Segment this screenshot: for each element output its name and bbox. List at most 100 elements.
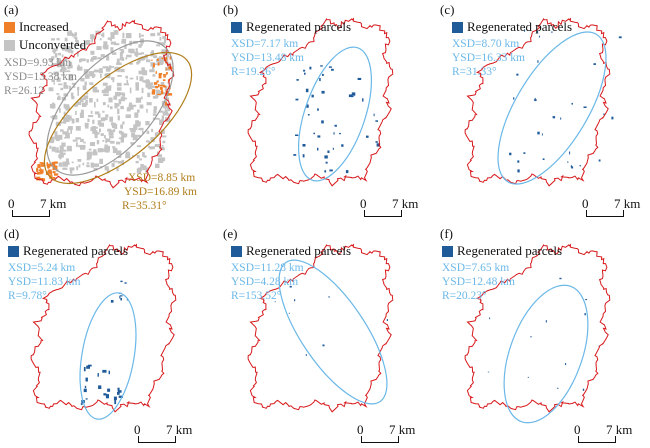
parcel (164, 86, 167, 88)
parcel (138, 44, 142, 48)
parcel (80, 138, 84, 143)
parcel (103, 393, 107, 396)
parcel (93, 69, 100, 73)
parcel (146, 130, 150, 134)
parcel (136, 155, 140, 159)
parcel (116, 58, 120, 64)
parcel (75, 39, 79, 46)
parcel (66, 118, 70, 122)
parcel (74, 32, 77, 35)
parcel (324, 170, 327, 173)
sde-ellipse-increased (43, 51, 193, 185)
parcel (162, 111, 169, 116)
parcel (321, 90, 325, 94)
scale-zero: 0 (357, 422, 364, 437)
parcel (351, 95, 354, 98)
parcel (296, 79, 299, 81)
parcel (320, 65, 323, 67)
parcel (313, 132, 315, 135)
stat-ysd: YSD=16.33 km (452, 52, 525, 64)
parcel (571, 166, 574, 169)
parcel (163, 37, 167, 43)
parcel (40, 164, 45, 167)
parcel (116, 103, 120, 107)
parcel (134, 51, 139, 56)
parcel (141, 96, 143, 100)
parcel (58, 162, 63, 167)
parcel (162, 140, 166, 144)
parcel (77, 86, 80, 91)
parcel (64, 104, 70, 109)
parcel (113, 42, 116, 45)
parcel (153, 106, 157, 110)
parcel (82, 85, 87, 90)
parcel (341, 144, 344, 147)
parcel (593, 63, 596, 65)
parcel (137, 145, 141, 148)
parcel (302, 154, 305, 158)
map-a (28, 19, 193, 189)
regenerated-swatch (452, 21, 463, 33)
parcel (94, 101, 96, 108)
parcel (120, 136, 124, 140)
parcel (322, 73, 324, 76)
parcel (37, 164, 39, 168)
unconverted-parcels (48, 30, 172, 174)
parcel (146, 102, 152, 106)
parcel (121, 58, 125, 61)
parcel (162, 84, 166, 88)
parcel (329, 169, 333, 172)
parcel (82, 162, 85, 166)
parcel (156, 132, 161, 134)
parcel (109, 66, 114, 68)
parcel (84, 81, 87, 86)
parcel (125, 33, 132, 39)
parcel (86, 158, 90, 161)
parcel (36, 167, 39, 172)
parcel (61, 152, 66, 155)
stat-xsd: XSD=7.65 km (442, 262, 510, 274)
parcel (72, 139, 78, 142)
map-f (464, 243, 611, 424)
panel-f: (f) Regenerated parcels XSD=7.65 km YSD=… (434, 224, 650, 448)
parcel (52, 102, 55, 108)
parcel (56, 63, 63, 68)
parcel (115, 92, 121, 97)
panel-label: (d) (4, 226, 20, 241)
parcel (61, 154, 64, 158)
parcel (54, 173, 59, 176)
parcel (537, 131, 540, 135)
parcel (119, 48, 124, 51)
parcel (83, 388, 87, 393)
parcel (107, 37, 112, 40)
parcel (116, 87, 122, 91)
parcel (93, 74, 96, 77)
stat-r: R=35.31° (122, 200, 167, 212)
parcel (107, 104, 110, 108)
parcel (541, 133, 543, 136)
parcel (103, 135, 106, 139)
parcel (537, 60, 539, 63)
parcel (100, 73, 102, 78)
legend-regenerated: Regenerated parcels (442, 243, 562, 259)
parcel (332, 147, 334, 150)
parcel (86, 164, 90, 168)
parcel (167, 107, 170, 112)
parcel (362, 98, 364, 102)
parcel (110, 140, 115, 144)
parcel (159, 86, 162, 90)
unconverted-swatch (4, 39, 15, 51)
parcel (128, 48, 133, 53)
parcel (75, 126, 81, 131)
parcel (87, 364, 92, 367)
legend-label: Regenerated parcels (246, 19, 352, 34)
parcel (77, 51, 79, 57)
parcel (327, 150, 330, 153)
parcel (61, 142, 66, 147)
parcel (117, 108, 120, 115)
parcel (162, 92, 168, 95)
legend-regenerated: Regenerated parcels (8, 243, 128, 259)
parcel (513, 97, 515, 100)
map-c (464, 17, 622, 187)
parcel (129, 128, 135, 131)
